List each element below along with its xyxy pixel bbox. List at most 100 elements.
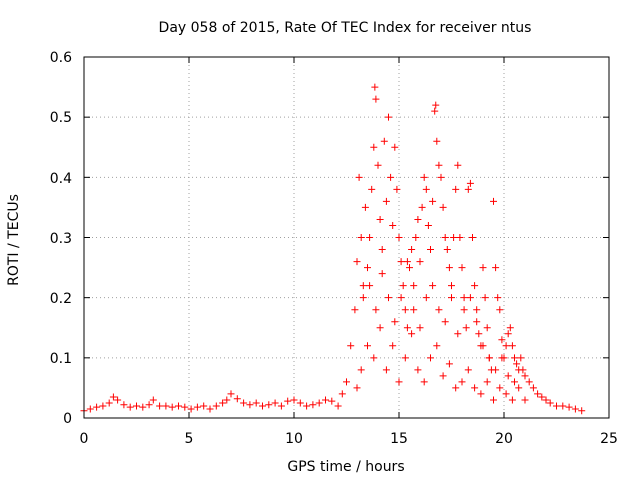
data-point bbox=[387, 173, 395, 181]
data-point bbox=[223, 396, 231, 404]
data-point bbox=[227, 390, 235, 398]
data-point bbox=[418, 203, 426, 211]
data-point bbox=[93, 403, 101, 411]
data-point bbox=[353, 384, 361, 392]
data-point bbox=[492, 366, 500, 374]
data-point bbox=[498, 354, 506, 362]
data-point bbox=[372, 306, 380, 314]
data-point bbox=[252, 399, 260, 407]
y-axis-label: ROTI / TECUs bbox=[6, 194, 22, 286]
data-point bbox=[414, 215, 422, 223]
data-point bbox=[538, 393, 546, 401]
data-point bbox=[433, 137, 441, 145]
data-point bbox=[389, 221, 397, 229]
data-point bbox=[206, 405, 214, 413]
data-point bbox=[414, 366, 422, 374]
data-point bbox=[437, 173, 445, 181]
data-point bbox=[432, 101, 440, 109]
y-tick-label: 0.2 bbox=[50, 291, 72, 307]
data-point bbox=[513, 360, 521, 368]
data-point bbox=[519, 366, 527, 374]
data-point bbox=[376, 215, 384, 223]
data-point bbox=[382, 197, 390, 205]
data-point bbox=[347, 342, 355, 350]
data-point bbox=[496, 384, 504, 392]
data-point bbox=[427, 354, 434, 362]
data-point bbox=[462, 324, 470, 332]
data-point bbox=[458, 264, 466, 272]
data-point bbox=[546, 399, 554, 407]
data-point bbox=[397, 258, 405, 266]
data-point bbox=[322, 396, 329, 404]
data-point bbox=[502, 342, 510, 350]
data-point bbox=[149, 396, 157, 404]
data-point bbox=[357, 366, 365, 374]
data-point bbox=[277, 402, 285, 410]
data-point bbox=[403, 258, 411, 266]
data-point bbox=[309, 401, 317, 409]
data-point bbox=[382, 366, 390, 374]
data-point bbox=[357, 234, 365, 241]
data-point bbox=[420, 378, 428, 386]
data-point bbox=[466, 294, 474, 302]
data-point bbox=[521, 372, 529, 380]
y-tick-label: 0 bbox=[63, 411, 72, 427]
data-point bbox=[445, 264, 453, 272]
chart-title: Day 058 of 2015, Rate Of TEC Index for r… bbox=[159, 20, 532, 36]
data-point bbox=[571, 405, 579, 413]
data-point bbox=[502, 390, 510, 398]
data-point bbox=[187, 405, 195, 413]
data-point bbox=[454, 330, 462, 338]
data-point bbox=[508, 342, 516, 350]
data-point bbox=[368, 185, 376, 193]
data-point bbox=[246, 401, 254, 409]
data-point bbox=[395, 378, 403, 386]
data-point bbox=[464, 185, 472, 193]
data-point bbox=[496, 306, 504, 314]
x-tick-label: 20 bbox=[495, 431, 513, 447]
data-point bbox=[460, 306, 468, 314]
data-point bbox=[427, 246, 434, 254]
data-point bbox=[473, 306, 481, 314]
data-point bbox=[424, 221, 432, 229]
data-markers bbox=[80, 83, 586, 415]
data-point bbox=[284, 397, 292, 405]
data-point bbox=[391, 143, 399, 151]
data-point bbox=[429, 197, 437, 205]
data-point bbox=[435, 161, 443, 169]
data-point bbox=[370, 143, 378, 151]
data-point bbox=[200, 402, 208, 410]
data-point bbox=[504, 330, 512, 338]
y-tick-label: 0.3 bbox=[50, 231, 72, 247]
data-point bbox=[338, 390, 346, 398]
data-point bbox=[114, 396, 122, 404]
data-point bbox=[265, 401, 273, 409]
data-point bbox=[435, 306, 443, 314]
data-point bbox=[534, 390, 542, 398]
data-point bbox=[441, 318, 449, 326]
data-point bbox=[479, 342, 487, 350]
x-axis-label: GPS time / hours bbox=[287, 459, 404, 475]
data-point bbox=[490, 197, 497, 205]
data-point bbox=[401, 354, 409, 362]
data-point bbox=[378, 270, 386, 278]
data-point bbox=[448, 294, 455, 302]
data-point bbox=[126, 403, 134, 411]
data-point bbox=[371, 83, 379, 91]
data-point bbox=[559, 402, 567, 410]
data-point bbox=[156, 402, 164, 410]
data-point bbox=[481, 294, 489, 302]
data-point bbox=[517, 354, 525, 362]
data-point bbox=[492, 264, 500, 272]
data-point bbox=[374, 161, 382, 169]
data-point bbox=[412, 234, 420, 241]
data-point bbox=[105, 399, 113, 407]
data-point bbox=[391, 318, 399, 326]
data-point bbox=[578, 407, 586, 415]
data-point bbox=[464, 366, 472, 374]
data-point bbox=[504, 372, 512, 380]
data-point bbox=[385, 294, 392, 302]
data-point bbox=[433, 342, 441, 350]
data-point bbox=[471, 384, 479, 392]
data-point bbox=[521, 396, 529, 404]
